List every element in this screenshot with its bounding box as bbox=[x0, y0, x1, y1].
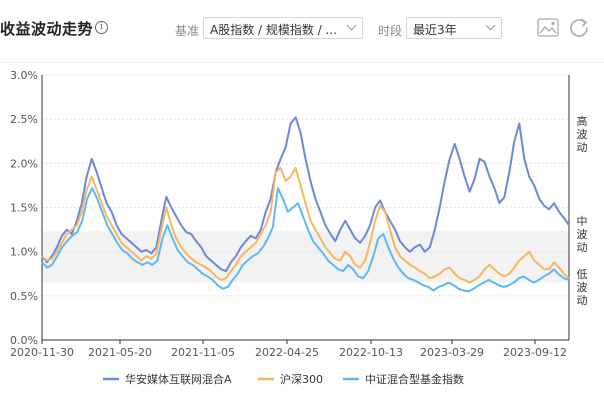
x-tick-label: 2023-09-12 bbox=[503, 346, 567, 359]
series-lines bbox=[41, 116, 570, 293]
legend-label: 华安媒体互联网混合A bbox=[125, 372, 232, 386]
series-line-1 bbox=[41, 166, 570, 284]
benchmark-label: 基准 bbox=[175, 24, 200, 38]
refresh-icon[interactable] bbox=[565, 14, 593, 42]
volatility-label-char: 动 bbox=[577, 241, 588, 254]
y-tick-label: 2.0% bbox=[10, 157, 38, 170]
legend-item: 中证混合型基金指数 bbox=[343, 372, 464, 386]
y-axis: 0.0% 0.5% 1.0% 1.5% 2.0% 2.5% 3.0% bbox=[10, 69, 570, 347]
benchmark-select[interactable]: A股指数 / 规模指数 / ... bbox=[203, 17, 363, 39]
y-tick-label: 1.0% bbox=[10, 246, 38, 259]
chevron-down-icon bbox=[346, 20, 357, 31]
volatility-chart: 0.0%0.5%1.0%1.5%2.0%2.5%3.0% 2020-11-30 2… bbox=[10, 69, 588, 386]
volatility-label-char: 动 bbox=[577, 294, 588, 307]
volatility-label-char: 中 bbox=[577, 215, 588, 228]
y-tick-label: 1.5% bbox=[10, 202, 38, 215]
volatility-label-char: 动 bbox=[577, 141, 588, 154]
legend-label: 中证混合型基金指数 bbox=[365, 372, 464, 386]
period-select-value: 最近3年 bbox=[413, 23, 457, 37]
x-tick-label: 2022-10-13 bbox=[339, 346, 403, 359]
legend-item: 沪深300 bbox=[258, 372, 323, 386]
page-title: 收益波动走势 bbox=[0, 20, 94, 38]
legend-item: 华安媒体互联网混合A bbox=[103, 372, 232, 386]
x-tick-label: 2021-05-20 bbox=[88, 346, 152, 359]
period-label: 时段 bbox=[378, 24, 403, 38]
grid bbox=[42, 74, 569, 341]
volatility-label-char: 波 bbox=[577, 128, 588, 141]
x-tick-label: 2023-03-29 bbox=[420, 346, 484, 359]
y-tick-label: 0.5% bbox=[10, 290, 38, 303]
image-download-icon[interactable] bbox=[534, 14, 562, 42]
volatility-label-char: 高 bbox=[577, 114, 588, 128]
medium-band-rect bbox=[42, 231, 569, 283]
medium-volatility-band bbox=[42, 231, 569, 283]
period-select[interactable]: 最近3年 bbox=[406, 17, 502, 39]
benchmark-select-value: A股指数 / 规模指数 / ... bbox=[210, 23, 337, 37]
x-axis: 2020-11-30 2021-05-20 2021-11-05 2022-04-25… bbox=[10, 339, 569, 359]
volatility-label: 低波动 bbox=[577, 268, 588, 307]
x-tick-label: 2020-11-30 bbox=[10, 346, 74, 359]
header-divider bbox=[0, 62, 604, 63]
volatility-label: 高波动 bbox=[577, 114, 588, 154]
x-tick-label: 2021-11-05 bbox=[171, 346, 235, 359]
y-tick-label: 3.0% bbox=[10, 69, 38, 82]
volatility-label-char: 低 bbox=[577, 268, 588, 281]
series-line-0 bbox=[41, 116, 570, 273]
x-tick-label: 2022-04-25 bbox=[255, 346, 319, 359]
volatility-label-char: 波 bbox=[577, 228, 588, 241]
y-tick-label: 0.0% bbox=[10, 334, 38, 347]
series-line-2 bbox=[41, 187, 570, 293]
volatility-label-char: 波 bbox=[577, 281, 588, 294]
volatility-label: 中波动 bbox=[577, 215, 588, 254]
legend-label: 沪深300 bbox=[280, 372, 323, 386]
info-icon[interactable]: i bbox=[95, 21, 108, 34]
chevron-down-icon bbox=[485, 20, 496, 31]
chart-header: 收益波动走势 i 基准 A股指数 / 规模指数 / ... 时段 最近3年 bbox=[0, 0, 604, 62]
legend: 华安媒体互联网混合A 沪深300 中证混合型基金指数 bbox=[103, 372, 464, 386]
y-tick-label: 2.5% bbox=[10, 113, 38, 126]
